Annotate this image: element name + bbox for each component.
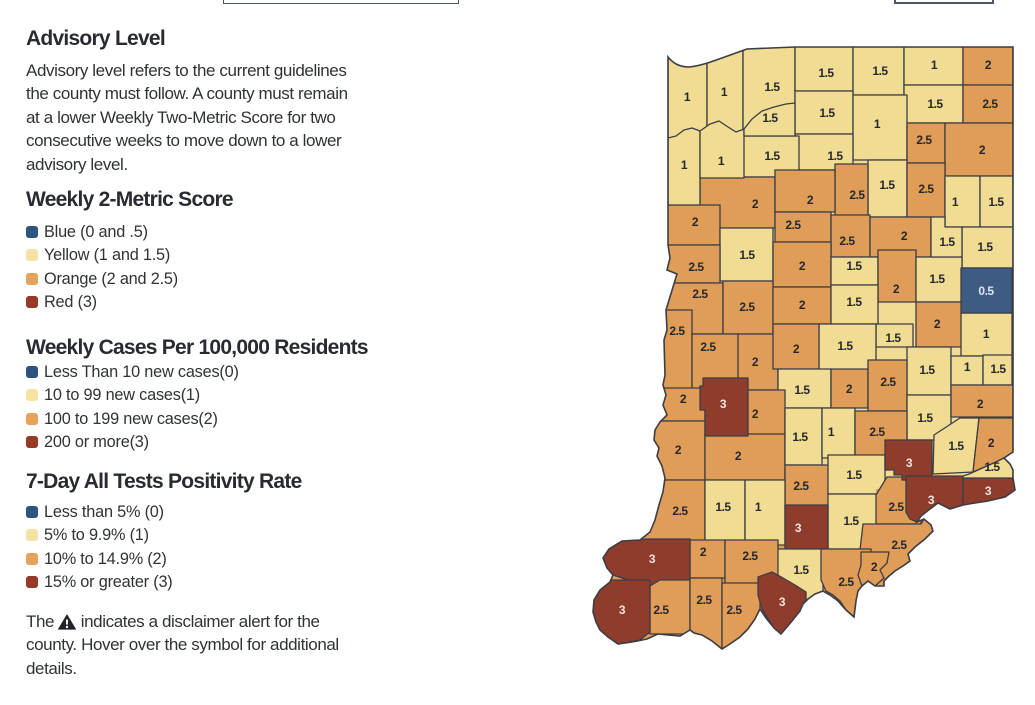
svg-text:2.5: 2.5 bbox=[692, 287, 708, 301]
svg-text:1: 1 bbox=[718, 154, 725, 168]
svg-text:2.5: 2.5 bbox=[849, 188, 865, 202]
svg-text:1.5: 1.5 bbox=[764, 80, 780, 94]
svg-text:1.5: 1.5 bbox=[846, 468, 862, 482]
svg-text:3: 3 bbox=[928, 493, 935, 507]
svg-text:2: 2 bbox=[752, 355, 759, 369]
svg-text:1: 1 bbox=[874, 117, 881, 131]
svg-text:2.5: 2.5 bbox=[891, 538, 907, 552]
svg-text:1.5: 1.5 bbox=[827, 149, 843, 163]
svg-text:2.5: 2.5 bbox=[918, 182, 934, 196]
svg-text:2.5: 2.5 bbox=[688, 260, 704, 274]
svg-text:2.5: 2.5 bbox=[726, 603, 742, 617]
svg-text:1: 1 bbox=[828, 425, 835, 439]
svg-text:3: 3 bbox=[906, 456, 913, 470]
svg-text:2: 2 bbox=[934, 317, 941, 331]
svg-text:2.5: 2.5 bbox=[982, 97, 998, 111]
svg-text:1.5: 1.5 bbox=[764, 149, 780, 163]
svg-text:0.5: 0.5 bbox=[978, 284, 994, 298]
svg-text:1.5: 1.5 bbox=[837, 339, 853, 353]
svg-text:2.5: 2.5 bbox=[838, 575, 854, 589]
svg-text:1.5: 1.5 bbox=[739, 248, 755, 262]
svg-text:3: 3 bbox=[649, 552, 656, 566]
svg-text:1.5: 1.5 bbox=[872, 64, 888, 78]
svg-text:2.5: 2.5 bbox=[669, 324, 685, 338]
svg-text:2: 2 bbox=[988, 436, 995, 450]
svg-text:3: 3 bbox=[619, 603, 626, 617]
svg-text:2: 2 bbox=[807, 193, 814, 207]
svg-text:3: 3 bbox=[779, 595, 786, 609]
svg-text:2: 2 bbox=[752, 197, 759, 211]
svg-text:1.5: 1.5 bbox=[988, 195, 1004, 209]
svg-text:1: 1 bbox=[684, 90, 691, 104]
svg-text:1.5: 1.5 bbox=[927, 97, 943, 111]
svg-text:1.5: 1.5 bbox=[879, 178, 895, 192]
svg-text:1: 1 bbox=[931, 58, 938, 72]
svg-text:3: 3 bbox=[985, 484, 992, 498]
svg-text:1.5: 1.5 bbox=[917, 411, 933, 425]
svg-text:2: 2 bbox=[846, 382, 853, 396]
svg-text:2: 2 bbox=[680, 392, 687, 406]
svg-text:2.5: 2.5 bbox=[880, 375, 896, 389]
svg-text:1.5: 1.5 bbox=[793, 563, 809, 577]
svg-text:2: 2 bbox=[675, 443, 682, 457]
svg-text:1.5: 1.5 bbox=[977, 240, 993, 254]
svg-text:2.5: 2.5 bbox=[696, 593, 712, 607]
svg-text:2: 2 bbox=[901, 229, 908, 243]
svg-text:2.5: 2.5 bbox=[785, 218, 801, 232]
svg-text:1.5: 1.5 bbox=[929, 272, 945, 286]
svg-text:3: 3 bbox=[720, 397, 727, 411]
svg-text:1.5: 1.5 bbox=[792, 430, 808, 444]
svg-text:2: 2 bbox=[893, 282, 900, 296]
svg-text:1: 1 bbox=[964, 360, 971, 374]
svg-text:2.5: 2.5 bbox=[916, 133, 932, 147]
svg-text:2.5: 2.5 bbox=[653, 603, 669, 617]
svg-text:2: 2 bbox=[977, 397, 984, 411]
svg-text:2: 2 bbox=[979, 143, 986, 157]
svg-text:1: 1 bbox=[681, 158, 688, 172]
svg-text:3: 3 bbox=[795, 521, 802, 535]
svg-text:2.5: 2.5 bbox=[839, 234, 855, 248]
svg-text:1.5: 1.5 bbox=[919, 363, 935, 377]
svg-text:1.5: 1.5 bbox=[794, 383, 810, 397]
svg-text:2.5: 2.5 bbox=[869, 425, 885, 439]
svg-text:1.5: 1.5 bbox=[843, 514, 859, 528]
svg-text:1.5: 1.5 bbox=[715, 500, 731, 514]
svg-text:1: 1 bbox=[721, 85, 728, 99]
svg-text:1.5: 1.5 bbox=[885, 331, 901, 345]
svg-text:2.5: 2.5 bbox=[672, 504, 688, 518]
svg-text:2.5: 2.5 bbox=[793, 479, 809, 493]
svg-text:2: 2 bbox=[799, 259, 806, 273]
svg-text:1.5: 1.5 bbox=[984, 460, 1000, 474]
svg-text:1.5: 1.5 bbox=[819, 106, 835, 120]
svg-text:2: 2 bbox=[692, 215, 699, 229]
svg-text:2: 2 bbox=[752, 407, 759, 421]
svg-text:2: 2 bbox=[871, 560, 878, 574]
svg-text:1: 1 bbox=[755, 500, 762, 514]
svg-text:2: 2 bbox=[700, 545, 707, 559]
svg-text:1.5: 1.5 bbox=[846, 295, 862, 309]
svg-text:2.5: 2.5 bbox=[742, 549, 758, 563]
svg-text:1: 1 bbox=[983, 327, 990, 341]
svg-text:2.5: 2.5 bbox=[739, 300, 755, 314]
svg-text:1.5: 1.5 bbox=[948, 439, 964, 453]
svg-text:1.5: 1.5 bbox=[990, 362, 1006, 376]
svg-text:1.5: 1.5 bbox=[939, 235, 955, 249]
svg-text:1.5: 1.5 bbox=[762, 111, 778, 125]
svg-text:2: 2 bbox=[985, 58, 992, 72]
svg-text:2: 2 bbox=[793, 342, 800, 356]
svg-text:1: 1 bbox=[952, 195, 959, 209]
svg-text:1.5: 1.5 bbox=[846, 259, 862, 273]
svg-text:2: 2 bbox=[735, 449, 742, 463]
svg-text:1.5: 1.5 bbox=[818, 66, 834, 80]
svg-text:2.5: 2.5 bbox=[700, 340, 716, 354]
svg-text:2.5: 2.5 bbox=[888, 500, 904, 514]
svg-text:2: 2 bbox=[799, 298, 806, 312]
